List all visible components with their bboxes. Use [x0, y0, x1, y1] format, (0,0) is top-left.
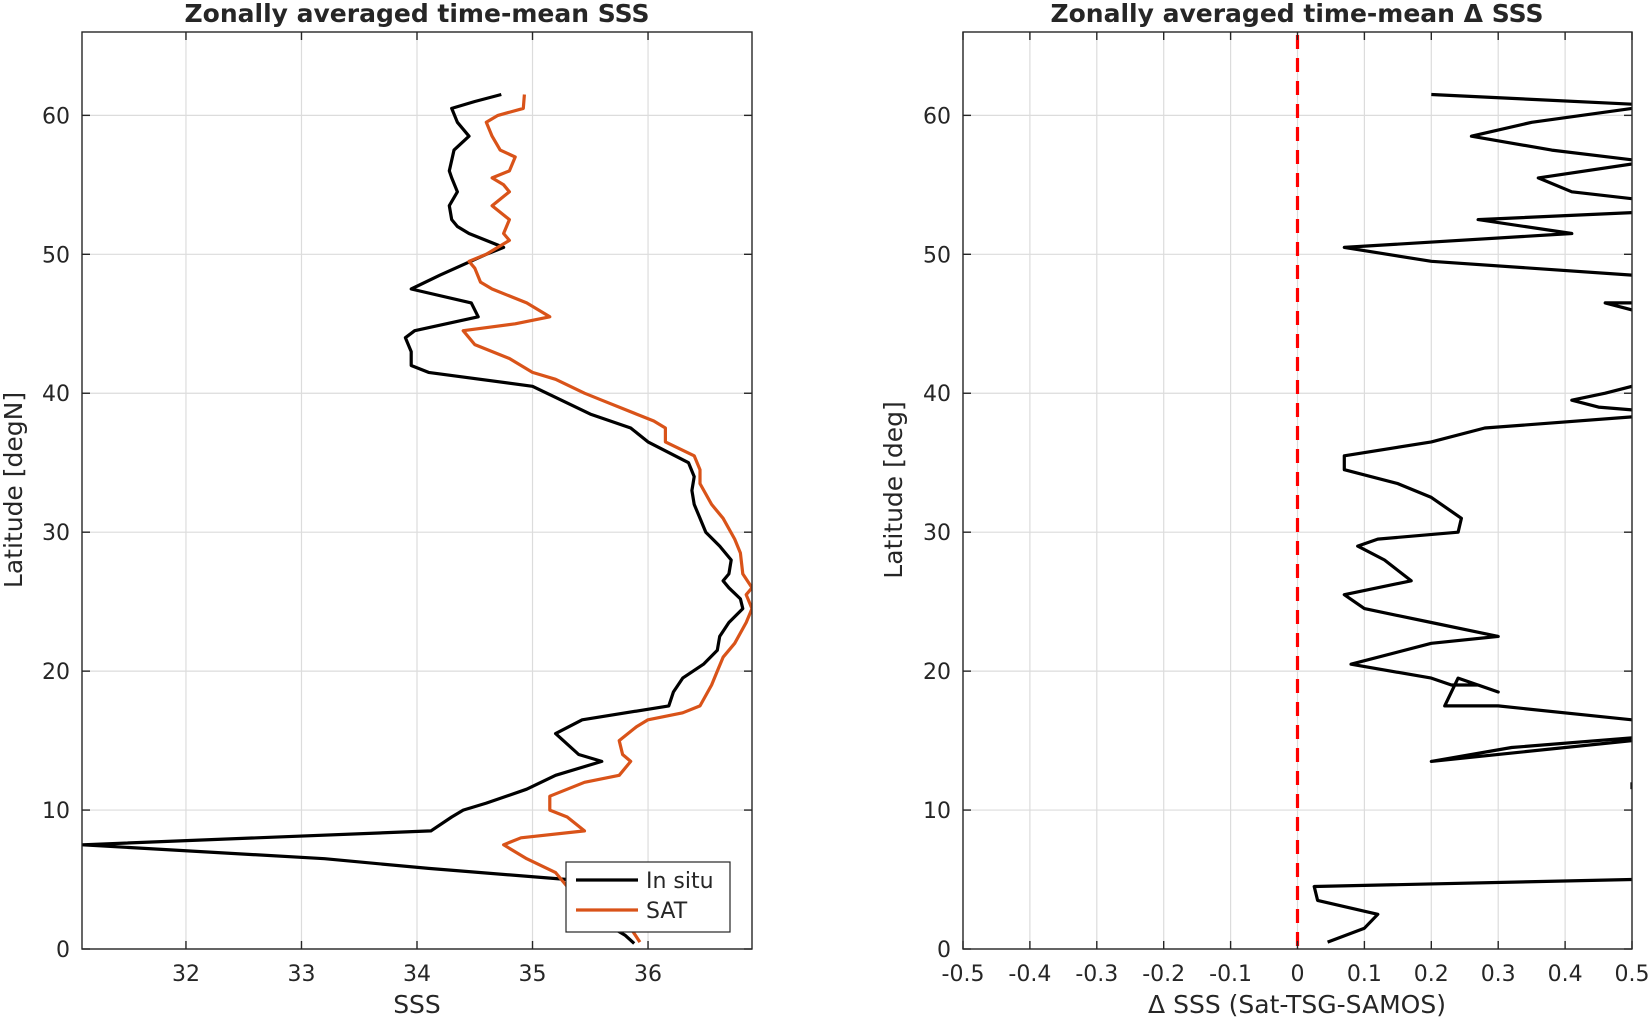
x-tick-labels: -0.5 -0.4 -0.3 -0.2 -0.1 0 0.1 0.2 0.3 0.4 0.5 — [942, 962, 1650, 987]
x-tick-label: 0.1 — [1347, 962, 1382, 987]
tick-marks — [962, 32, 1633, 950]
plot-lines — [82, 92, 752, 945]
y-tick-label: 20 — [42, 660, 70, 685]
grid-lines — [82, 32, 752, 950]
series-line-delta-sss — [1431, 92, 1632, 106]
sss-panel: 32 33 34 35 36 0 10 20 30 40 50 60 Zonally average… — [0, 0, 753, 1019]
y-tick-label: 0 — [937, 938, 951, 963]
series-line-delta-sss — [1469, 106, 1632, 162]
y-axis-label: Latitude [deg] — [879, 401, 908, 578]
series-line-delta-sss — [1536, 162, 1632, 201]
series-line-in-situ — [82, 92, 745, 945]
x-tick-label: -0.3 — [1075, 962, 1118, 987]
y-tick-label: 20 — [923, 660, 951, 685]
series-line-delta-sss — [1570, 384, 1632, 412]
y-tick-label: 60 — [42, 104, 70, 129]
legend: In situ SAT — [565, 861, 731, 933]
x-tick-labels: 32 33 34 35 36 — [172, 962, 662, 987]
y-tick-labels: 0 10 20 30 40 50 60 — [42, 104, 70, 963]
series-line-delta-sss — [1342, 415, 1632, 722]
series-line-delta-sss — [1342, 211, 1632, 277]
x-tick-label: 36 — [634, 962, 662, 987]
y-tick-label: 50 — [923, 243, 951, 268]
y-tick-label: 30 — [42, 521, 70, 546]
x-tick-label: 0 — [1291, 962, 1305, 987]
x-tick-label: -0.5 — [942, 962, 985, 987]
tick-marks — [82, 32, 752, 950]
y-tick-label: 30 — [923, 521, 951, 546]
chart-title: Zonally averaged time-mean Δ SSS — [1051, 0, 1544, 28]
legend-box — [565, 861, 731, 933]
series-line-delta-sss — [1312, 877, 1632, 944]
x-tick-label: 0.5 — [1615, 962, 1650, 987]
x-tick-label: 34 — [403, 962, 431, 987]
y-tick-labels: 0 10 20 30 40 50 60 — [923, 104, 951, 963]
series-line-delta-sss — [1603, 301, 1632, 312]
x-axis-label: SSS — [393, 990, 441, 1019]
plot-lines — [1295, 35, 1632, 949]
y-tick-label: 0 — [56, 938, 70, 963]
x-tick-label: -0.4 — [1008, 962, 1051, 987]
x-tick-label: 0.3 — [1481, 962, 1516, 987]
y-tick-label: 50 — [42, 243, 70, 268]
x-tick-label: 33 — [287, 962, 315, 987]
series-line-delta-sss — [1429, 736, 1632, 764]
x-tick-label: 0.4 — [1548, 962, 1583, 987]
y-tick-label: 40 — [923, 382, 951, 407]
x-tick-label: 0.2 — [1414, 962, 1449, 987]
y-tick-label: 40 — [42, 382, 70, 407]
y-tick-label: 10 — [42, 799, 70, 824]
legend-label-sat: SAT — [646, 899, 688, 924]
chart-title: Zonally averaged time-mean SSS — [185, 0, 650, 28]
x-tick-label: 35 — [519, 962, 547, 987]
x-tick-label: -0.1 — [1209, 962, 1252, 987]
x-axis-label: Δ SSS (Sat-TSG-SAMOS) — [1148, 990, 1446, 1019]
x-tick-label: 32 — [172, 962, 200, 987]
y-axis-label: Latitude [degN] — [0, 392, 28, 588]
x-tick-label: -0.2 — [1142, 962, 1185, 987]
legend-label-in-situ: In situ — [646, 869, 714, 894]
y-tick-label: 60 — [923, 104, 951, 129]
y-tick-label: 10 — [923, 799, 951, 824]
delta-sss-panel: -0.5 -0.4 -0.3 -0.2 -0.1 0 0.1 0.2 0.3 0.4 0.5 0 10… — [879, 0, 1650, 1019]
series-line-sat — [461, 94, 752, 943]
